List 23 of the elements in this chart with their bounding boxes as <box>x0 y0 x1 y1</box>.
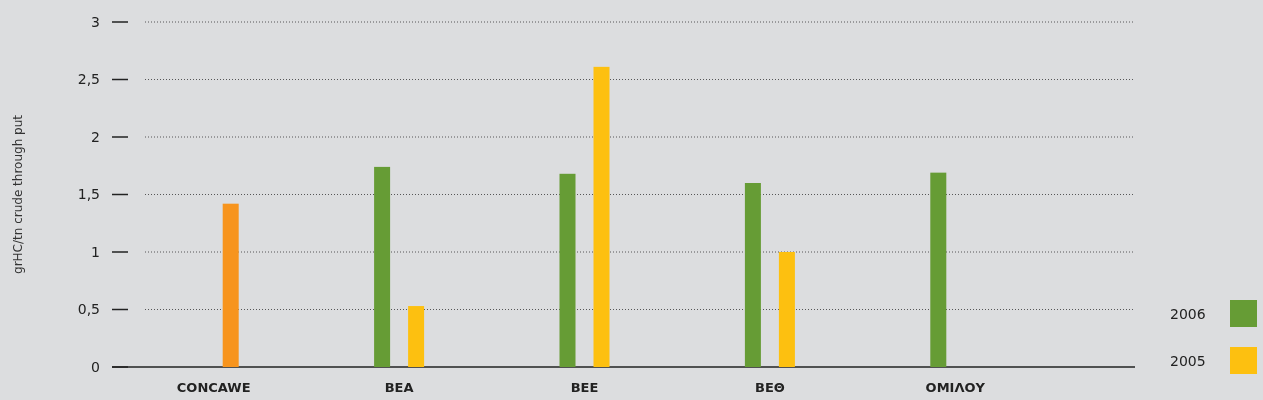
bar <box>744 183 761 367</box>
y-tick-label: 0,5 <box>77 301 100 318</box>
x-tick-label: CONCAWE <box>176 380 251 395</box>
bar <box>408 306 425 367</box>
bar <box>778 252 795 367</box>
y-tick-label: 0 <box>91 358 100 375</box>
legend-label: 2006 <box>1170 305 1206 322</box>
y-tick-label: 1 <box>91 243 100 260</box>
y-tick-label: 2,5 <box>77 71 100 88</box>
bar <box>593 66 610 367</box>
x-tick-label: ΒΕΕ <box>570 380 599 395</box>
y-tick-label: 3 <box>91 13 100 30</box>
x-tick-label: ΟΜΙΛΟΥ <box>925 380 986 395</box>
legend-label: 2005 <box>1170 352 1206 369</box>
x-tick-label: ΒΕΘ <box>754 380 785 395</box>
bar <box>559 173 576 367</box>
bar <box>930 172 947 367</box>
bar <box>222 203 239 367</box>
y-axis-title: grHC/tn crude through put <box>11 114 25 274</box>
x-tick-label: ΒΕΑ <box>384 380 414 395</box>
bar <box>374 166 391 367</box>
y-tick-label: 2 <box>91 128 100 145</box>
y-tick-label: 1,5 <box>77 186 100 203</box>
